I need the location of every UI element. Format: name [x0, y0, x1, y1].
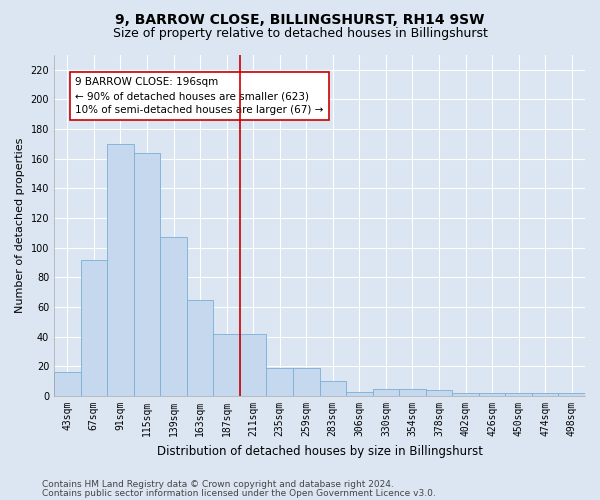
Bar	[293, 368, 320, 396]
Bar	[559, 393, 585, 396]
Bar	[373, 388, 399, 396]
Bar	[452, 393, 479, 396]
Text: 9 BARROW CLOSE: 196sqm
← 90% of detached houses are smaller (623)
10% of semi-de: 9 BARROW CLOSE: 196sqm ← 90% of detached…	[75, 77, 323, 115]
Bar	[107, 144, 134, 396]
Bar	[532, 393, 559, 396]
Bar	[54, 372, 80, 396]
Text: Size of property relative to detached houses in Billingshurst: Size of property relative to detached ho…	[113, 28, 487, 40]
Bar	[187, 300, 214, 396]
Bar	[214, 334, 240, 396]
Bar	[134, 153, 160, 396]
Bar	[320, 381, 346, 396]
Text: Contains HM Land Registry data © Crown copyright and database right 2024.: Contains HM Land Registry data © Crown c…	[42, 480, 394, 489]
Bar	[346, 392, 373, 396]
Bar	[240, 334, 266, 396]
Bar	[160, 238, 187, 396]
Text: 9, BARROW CLOSE, BILLINGSHURST, RH14 9SW: 9, BARROW CLOSE, BILLINGSHURST, RH14 9SW	[115, 12, 485, 26]
Text: Contains public sector information licensed under the Open Government Licence v3: Contains public sector information licen…	[42, 489, 436, 498]
X-axis label: Distribution of detached houses by size in Billingshurst: Distribution of detached houses by size …	[157, 444, 482, 458]
Bar	[80, 260, 107, 396]
Bar	[426, 390, 452, 396]
Bar	[399, 388, 426, 396]
Bar	[505, 393, 532, 396]
Bar	[266, 368, 293, 396]
Bar	[479, 393, 505, 396]
Y-axis label: Number of detached properties: Number of detached properties	[15, 138, 25, 313]
